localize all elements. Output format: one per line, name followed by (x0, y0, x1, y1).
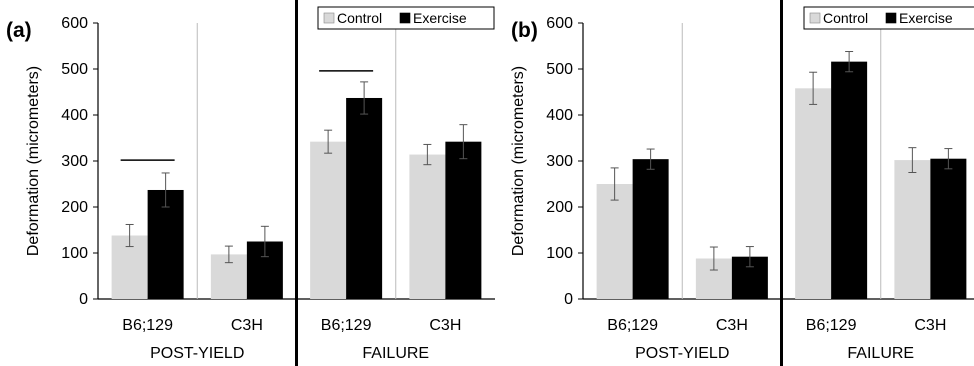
legend: Control Exercise (803, 6, 974, 30)
bar-exercise-b6129 (346, 97, 383, 299)
bar-exercise-b6129 (147, 189, 184, 299)
x-category-label: C3H (429, 317, 461, 334)
chart-panel-a: 0 100 200 300 400 500 600 Deformation (micromet… (6, 0, 495, 366)
y-tick-label: 400 (546, 107, 573, 124)
y-tick-label: 500 (61, 61, 88, 78)
bar-control-b6129 (795, 88, 832, 299)
bar-exercise-b6129 (831, 61, 868, 299)
x-category-label: B6;129 (321, 317, 372, 334)
legend-label-control: Control (823, 10, 868, 26)
y-tick-label: 600 (546, 15, 573, 32)
bar-control-c3h (894, 160, 931, 299)
x-category-label: C3H (914, 317, 946, 334)
x-category-label: B6;129 (122, 317, 173, 334)
y-tick-label: 200 (546, 199, 573, 216)
legend-label-exercise: Exercise (413, 10, 467, 26)
legend-swatch-control (809, 12, 821, 24)
panel-label: (a) (6, 19, 32, 42)
y-tick-label: 200 (61, 199, 88, 216)
y-tick-label: 500 (546, 61, 573, 78)
x-category-label: B6;129 (806, 317, 857, 334)
x-category-label: B6;129 (607, 317, 658, 334)
bar-control-c3h (409, 154, 446, 299)
x-category-label: C3H (716, 317, 748, 334)
legend-swatch-control (323, 12, 335, 24)
legend: Control Exercise (317, 6, 495, 30)
legend-swatch-exercise (885, 12, 897, 24)
y-tick-label: 400 (61, 107, 88, 124)
y-tick-label: 300 (546, 153, 573, 170)
legend-label-exercise: Exercise (899, 10, 953, 26)
y-tick-label: 0 (564, 291, 573, 308)
bar-exercise-c3h (930, 158, 967, 299)
bar-exercise-c3h (445, 141, 482, 299)
y-axis-title: Deformation (micrometers) (25, 66, 42, 256)
x-category-label: C3H (231, 317, 263, 334)
x-group-label: FAILURE (362, 345, 429, 362)
x-group-label: POST-YIELD (635, 345, 729, 362)
y-axis-title: Deformation (micrometers) (510, 66, 527, 256)
bar-exercise-b6129 (632, 159, 669, 299)
x-group-label: FAILURE (847, 345, 914, 362)
chart-panel-b: 0 100 200 300 400 500 600 Deformation (micromet… (510, 0, 974, 366)
y-tick-label: 600 (61, 15, 88, 32)
panel-label: (b) (511, 19, 538, 42)
y-tick-label: 100 (546, 245, 573, 262)
bar-control-b6129 (310, 141, 347, 299)
x-group-label: POST-YIELD (150, 345, 244, 362)
y-tick-label: 300 (61, 153, 88, 170)
legend-label-control: Control (337, 10, 382, 26)
bar-control-b6129 (596, 184, 633, 299)
y-tick-label: 0 (79, 291, 88, 308)
legend-swatch-exercise (399, 12, 411, 24)
y-tick-label: 100 (61, 245, 88, 262)
